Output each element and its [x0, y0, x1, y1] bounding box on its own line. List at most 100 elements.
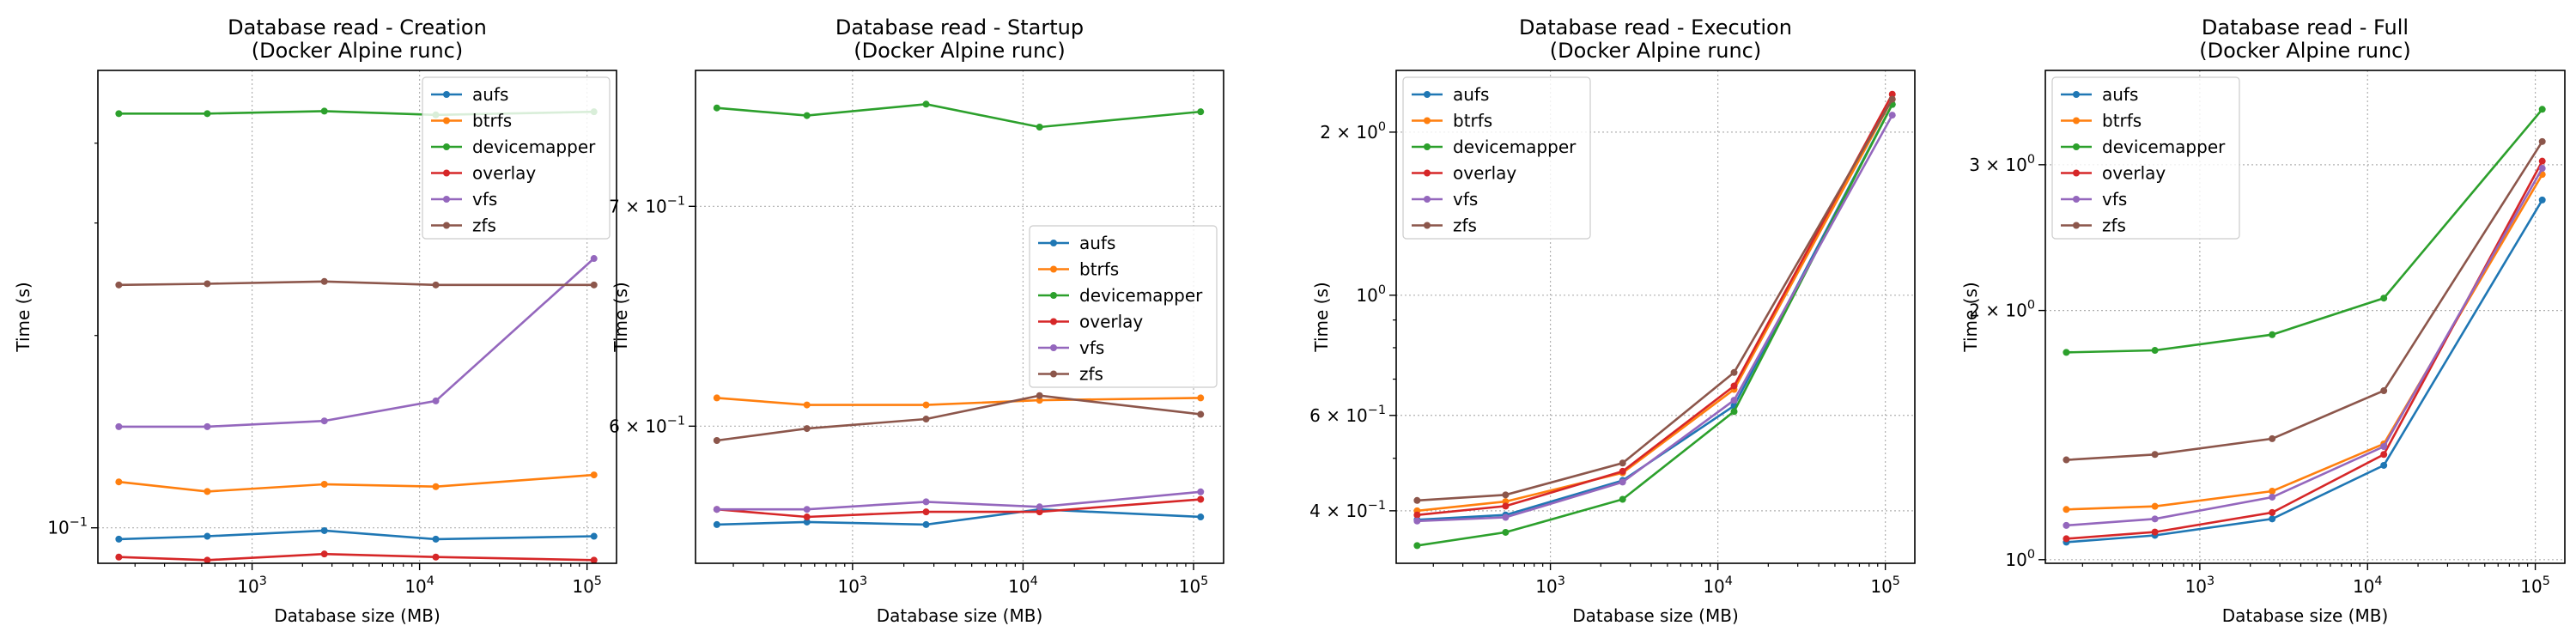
legend-box [2051, 76, 2240, 240]
legend-marker-zfs [443, 222, 450, 229]
legend-marker-vfs [1050, 344, 1057, 351]
data-point-zfs [2538, 137, 2546, 145]
legend-marker-aufs [2073, 91, 2080, 98]
data-point-overlay [320, 550, 328, 558]
x-tick-label: 104 [404, 574, 434, 597]
data-point-vfs [1036, 503, 1043, 511]
legend: aufs btrfs devicemapper overlay vfs zfs [422, 76, 611, 240]
data-point-overlay [1036, 508, 1043, 516]
legend-label-vfs: vfs [472, 189, 497, 210]
legend: aufs btrfs devicemapper overlay vfs zfs [2051, 76, 2240, 240]
data-point-btrfs [204, 488, 211, 495]
series-line-btrfs [118, 473, 594, 493]
y-tick-label: 6 × 10−1 [609, 414, 685, 436]
legend-label-vfs: vfs [1079, 337, 1104, 358]
data-point-aufs [1197, 513, 1205, 521]
data-point-zfs [1197, 410, 1205, 418]
data-point-devicemapper [1036, 124, 1043, 131]
chart-title: Database read - Full [2202, 15, 2409, 39]
data-point-overlay [803, 513, 811, 521]
x-tick-label: 105 [572, 574, 602, 597]
data-point-btrfs [713, 394, 720, 402]
chart-panel-1: 103 104 105 10−1 Database read - Creation(Do… [13, 15, 617, 626]
data-point-btrfs [320, 480, 328, 488]
legend-marker-vfs [1424, 196, 1431, 203]
y-tick-label: 10−1 [47, 516, 88, 538]
y-tick-label: 3 × 100 [1969, 153, 2035, 175]
legend: aufs btrfs devicemapper overlay vfs zfs [1029, 225, 1218, 388]
legend-label-aufs: aufs [1079, 233, 1115, 253]
legend-label-devicemapper: devicemapper [2102, 137, 2226, 157]
x-tick-label: 103 [2185, 574, 2215, 597]
data-point-overlay [1413, 511, 1421, 519]
data-point-btrfs [432, 483, 440, 490]
data-point-overlay [590, 556, 598, 564]
x-tick-label: 104 [2353, 574, 2383, 597]
data-point-zfs [1413, 496, 1421, 504]
x-tick-label: 105 [1179, 574, 1209, 597]
legend-label-zfs: zfs [2102, 216, 2126, 236]
data-point-overlay [2151, 528, 2159, 536]
data-point-aufs [2380, 461, 2388, 469]
data-point-zfs [2269, 434, 2276, 442]
data-point-overlay [1888, 90, 1896, 98]
data-point-zfs [320, 277, 328, 285]
legend-marker-zfs [1050, 370, 1057, 378]
chart-subtitle: (Docker Alpine runc) [2199, 39, 2410, 63]
plot-frame [2044, 70, 2566, 564]
chart-title: Database read - Creation [228, 15, 487, 39]
data-point-overlay [2538, 157, 2546, 165]
data-point-vfs [1502, 513, 1510, 521]
legend-marker-zfs [2073, 222, 2080, 229]
legend-marker-btrfs [1424, 117, 1431, 125]
data-point-overlay [2063, 535, 2070, 543]
data-point-devicemapper [1730, 408, 1738, 416]
legend-label-overlay: overlay [472, 163, 536, 184]
data-point-zfs [1036, 392, 1043, 399]
x-tick-label: 105 [2520, 574, 2550, 597]
data-point-overlay [2380, 451, 2388, 459]
data-point-devicemapper [2151, 347, 2159, 355]
data-point-zfs [803, 425, 811, 433]
data-point-zfs [2380, 387, 2388, 395]
legend-marker-zfs [1424, 222, 1431, 229]
data-point-vfs [115, 422, 123, 430]
data-point-vfs [922, 498, 930, 506]
x-tick-label: 104 [1703, 574, 1733, 597]
data-point-aufs [713, 520, 720, 528]
legend-label-btrfs: btrfs [1079, 259, 1119, 280]
y-tick-label: 6 × 10−1 [1309, 404, 1386, 426]
data-point-btrfs [803, 401, 811, 409]
data-point-zfs [2151, 451, 2159, 459]
x-tick-label: 104 [1008, 574, 1038, 597]
data-point-vfs [432, 397, 440, 404]
data-point-devicemapper [320, 107, 328, 115]
legend-label-zfs: zfs [1079, 364, 1103, 385]
data-point-vfs [1888, 112, 1896, 119]
legend-label-overlay: overlay [2102, 163, 2166, 184]
plot-frame [1395, 70, 1916, 564]
data-point-btrfs [115, 478, 123, 486]
legend-label-vfs: vfs [2102, 189, 2127, 210]
data-point-overlay [1619, 467, 1626, 475]
legend-label-devicemapper: devicemapper [1453, 137, 1577, 157]
x-axis-label: Database size (MB) [1572, 605, 1739, 626]
y-axis-label: Time (s) [13, 282, 33, 352]
data-point-overlay [1197, 495, 1205, 503]
chart-subtitle: (Docker Alpine runc) [1550, 39, 1761, 63]
x-axis-label: Database size (MB) [2222, 605, 2389, 626]
data-point-btrfs [922, 401, 930, 409]
data-point-devicemapper [803, 112, 811, 119]
data-point-devicemapper [1502, 528, 1510, 536]
legend-box [1029, 225, 1218, 388]
y-axis-label: Time (s) [1960, 282, 1981, 352]
data-point-aufs [803, 518, 811, 526]
legend-marker-overlay [2073, 169, 2080, 177]
data-point-vfs [2380, 442, 2388, 450]
legend-marker-vfs [443, 196, 450, 203]
series-line-btrfs [716, 397, 1201, 406]
data-point-aufs [922, 520, 930, 528]
data-point-vfs [204, 422, 211, 430]
legend-marker-devicemapper [2073, 143, 2080, 150]
